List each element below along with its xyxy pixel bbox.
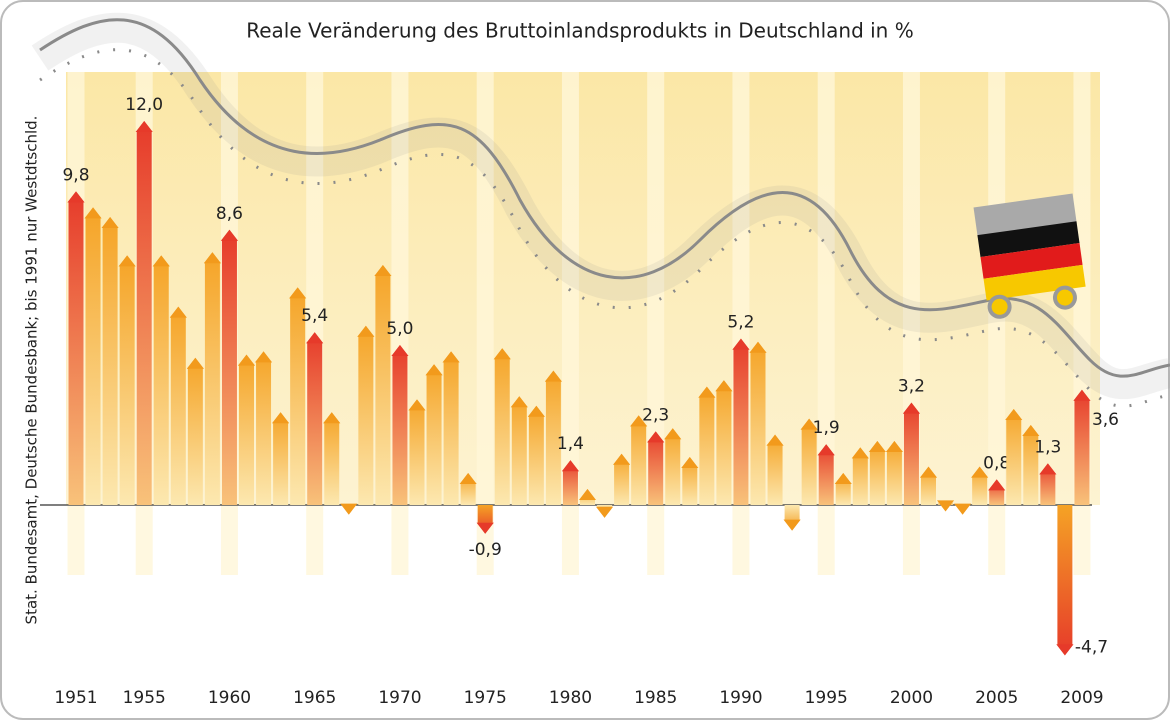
bar	[85, 207, 102, 505]
bar	[306, 332, 323, 505]
x-tick-label: 1990	[719, 688, 762, 708]
bar	[647, 431, 664, 505]
bar	[323, 412, 340, 505]
bar	[1073, 390, 1090, 505]
bar	[187, 358, 204, 505]
x-tick-label: 1975	[464, 688, 507, 708]
value-label: -4,7	[1075, 637, 1108, 657]
bar	[255, 351, 272, 505]
bar	[391, 345, 408, 505]
value-label: 3,6	[1092, 410, 1119, 430]
x-tick-label: 1970	[378, 688, 421, 708]
x-tick-label: 2005	[975, 688, 1018, 708]
x-tick-label: 1955	[123, 688, 166, 708]
bar	[374, 265, 391, 505]
value-label: 1,4	[557, 434, 584, 454]
x-tick-label: 2009	[1060, 688, 1103, 708]
x-tick-label: 1960	[208, 688, 251, 708]
bar	[1005, 409, 1022, 505]
bar	[153, 255, 170, 505]
bar	[528, 406, 545, 505]
x-tick-label: 1995	[805, 688, 848, 708]
bar	[102, 217, 119, 505]
x-tick-label: 2000	[890, 688, 933, 708]
x-tick-label: 1951	[54, 688, 97, 708]
value-label: 1,9	[813, 418, 840, 438]
value-label: 3,2	[898, 377, 925, 397]
value-label: 0,8	[983, 453, 1010, 473]
source-note: Stat. Bundesamt, Deutsche Bundesbank; bi…	[23, 116, 41, 625]
x-tick-label: 1980	[549, 688, 592, 708]
bar	[68, 191, 85, 505]
value-label: -0,9	[469, 540, 502, 560]
bar	[426, 364, 443, 505]
bar	[664, 428, 681, 505]
bar	[221, 230, 238, 505]
bar	[409, 399, 426, 505]
bar	[1056, 505, 1073, 655]
chart: Reale Veränderung des Bruttoinlandsprodu…	[0, 0, 1170, 720]
bar	[204, 252, 221, 505]
value-label: 2,3	[642, 405, 669, 425]
bar	[272, 412, 289, 505]
x-tick-label: 1985	[634, 688, 677, 708]
chart-title: Reale Veränderung des Bruttoinlandsprodu…	[246, 19, 913, 43]
bar	[357, 326, 374, 505]
bar	[630, 415, 647, 505]
bar	[136, 121, 153, 505]
value-label: 12,0	[125, 95, 163, 115]
bar	[750, 342, 767, 505]
bar	[903, 403, 920, 505]
bar	[715, 380, 732, 505]
value-label: 5,2	[727, 313, 754, 333]
bar	[238, 355, 255, 505]
value-label: 9,8	[62, 165, 89, 185]
bar	[511, 396, 528, 505]
bar	[443, 351, 460, 505]
bar	[732, 339, 749, 505]
bar	[119, 255, 136, 505]
value-label: 5,0	[386, 319, 413, 339]
x-tick-label: 1965	[293, 688, 336, 708]
bar	[170, 307, 187, 505]
value-label: 1,3	[1034, 437, 1061, 457]
bar	[698, 387, 715, 505]
value-label: 5,4	[301, 306, 328, 326]
value-label: 8,6	[216, 204, 243, 224]
bar	[494, 348, 511, 505]
